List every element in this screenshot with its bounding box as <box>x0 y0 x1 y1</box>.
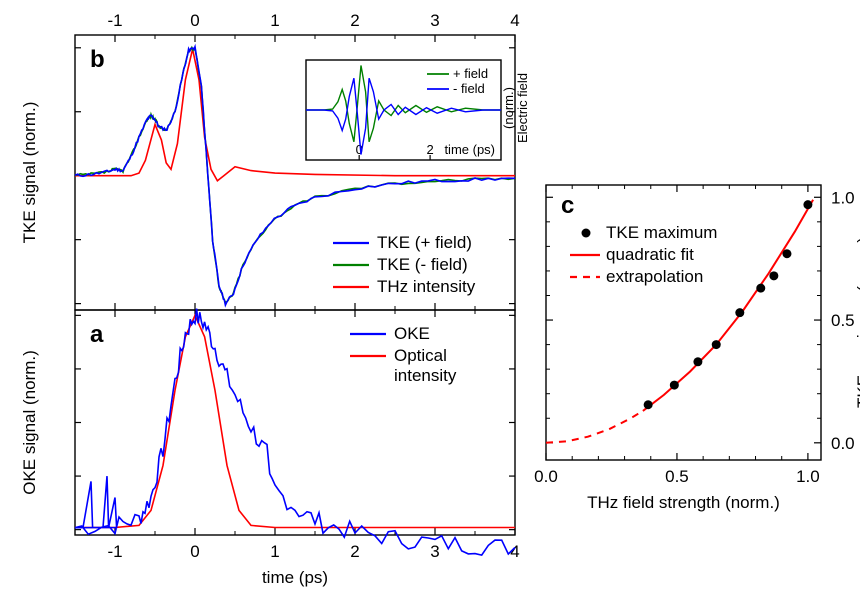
panel-a-ylabel: OKE signal (norm.) <box>20 350 39 495</box>
panel-c-point <box>756 284 765 293</box>
panel-a-label: a <box>90 321 104 348</box>
panel-c-legend-label: extrapolation <box>606 267 703 286</box>
panel-b-legend-label: THz intensity <box>377 277 476 296</box>
panel-b-label: b <box>90 46 105 73</box>
panel-b-legend-label: TKE (- field) <box>377 255 468 274</box>
panel-b-topxticklabel: 0 <box>190 11 199 30</box>
panel-c-xticklabel: 0.0 <box>534 467 558 486</box>
panel-c-point <box>803 200 812 209</box>
panel-b-topxticklabel: 3 <box>430 11 439 30</box>
panel-b-legend-label: TKE (+ field) <box>377 233 472 252</box>
panel-a-legend-label: intensity <box>394 366 457 385</box>
panel-a-xticklabel: 0 <box>190 542 199 561</box>
panel-a-legend-label: Optical <box>394 346 447 365</box>
inset-ylabel-2: (norm.) <box>501 87 516 129</box>
panel-c-ylabel: TKE maximum (norm.) <box>854 237 860 408</box>
panel-c-point <box>670 381 679 390</box>
panel-c-xticklabel: 1.0 <box>796 467 820 486</box>
panel-c-yticklabel: 1.0 <box>831 188 855 207</box>
panel-a-optical-intensity <box>75 315 515 527</box>
panel-c-legend-dot <box>582 229 591 238</box>
panel-b-ylabel: TKE signal (norm.) <box>20 102 39 244</box>
panel-c-extrapolation <box>546 411 643 443</box>
panel-a-oke <box>75 309 515 555</box>
panel-b-topxticklabel: 4 <box>510 11 519 30</box>
inset-xlabel: time (ps) <box>444 142 495 157</box>
inset-legend-label: - field <box>453 81 485 96</box>
panel-a-frame <box>75 310 515 535</box>
panel-a-xticklabel: 1 <box>270 542 279 561</box>
panel-a-xlabel: time (ps) <box>262 568 328 587</box>
panel-c-point <box>644 400 653 409</box>
panel-a-xticklabel: 2 <box>350 542 359 561</box>
panel-c-xticklabel: 0.5 <box>665 467 689 486</box>
panel-b-topxticklabel: 2 <box>350 11 359 30</box>
panel-c-point <box>735 308 744 317</box>
inset-xticklabel: 2 <box>426 142 433 157</box>
panel-c-legend-label: quadratic fit <box>606 245 694 264</box>
panel-a-xticklabel: 3 <box>430 542 439 561</box>
panel-c-point <box>712 340 721 349</box>
panel-b-topxticklabel: -1 <box>107 11 122 30</box>
panel-c-point <box>769 271 778 280</box>
panel-b-thz-intensity <box>75 49 515 181</box>
panel-c-point <box>782 249 791 258</box>
panel-c-xlabel: THz field strength (norm.) <box>587 493 780 512</box>
panel-c-label: c <box>561 192 574 219</box>
panel-a-xticklabel: -1 <box>107 542 122 561</box>
panel-b-topxticklabel: 1 <box>270 11 279 30</box>
panel-c-yticklabel: 0.0 <box>831 434 855 453</box>
panel-c-yticklabel: 0.5 <box>831 311 855 330</box>
panel-c-point <box>693 357 702 366</box>
inset-legend-label: + field <box>453 66 488 81</box>
panel-c-legend-label: TKE maximum <box>606 223 717 242</box>
panel-a-legend-label: OKE <box>394 324 430 343</box>
inset-ylabel-1: Electric field <box>515 73 530 143</box>
